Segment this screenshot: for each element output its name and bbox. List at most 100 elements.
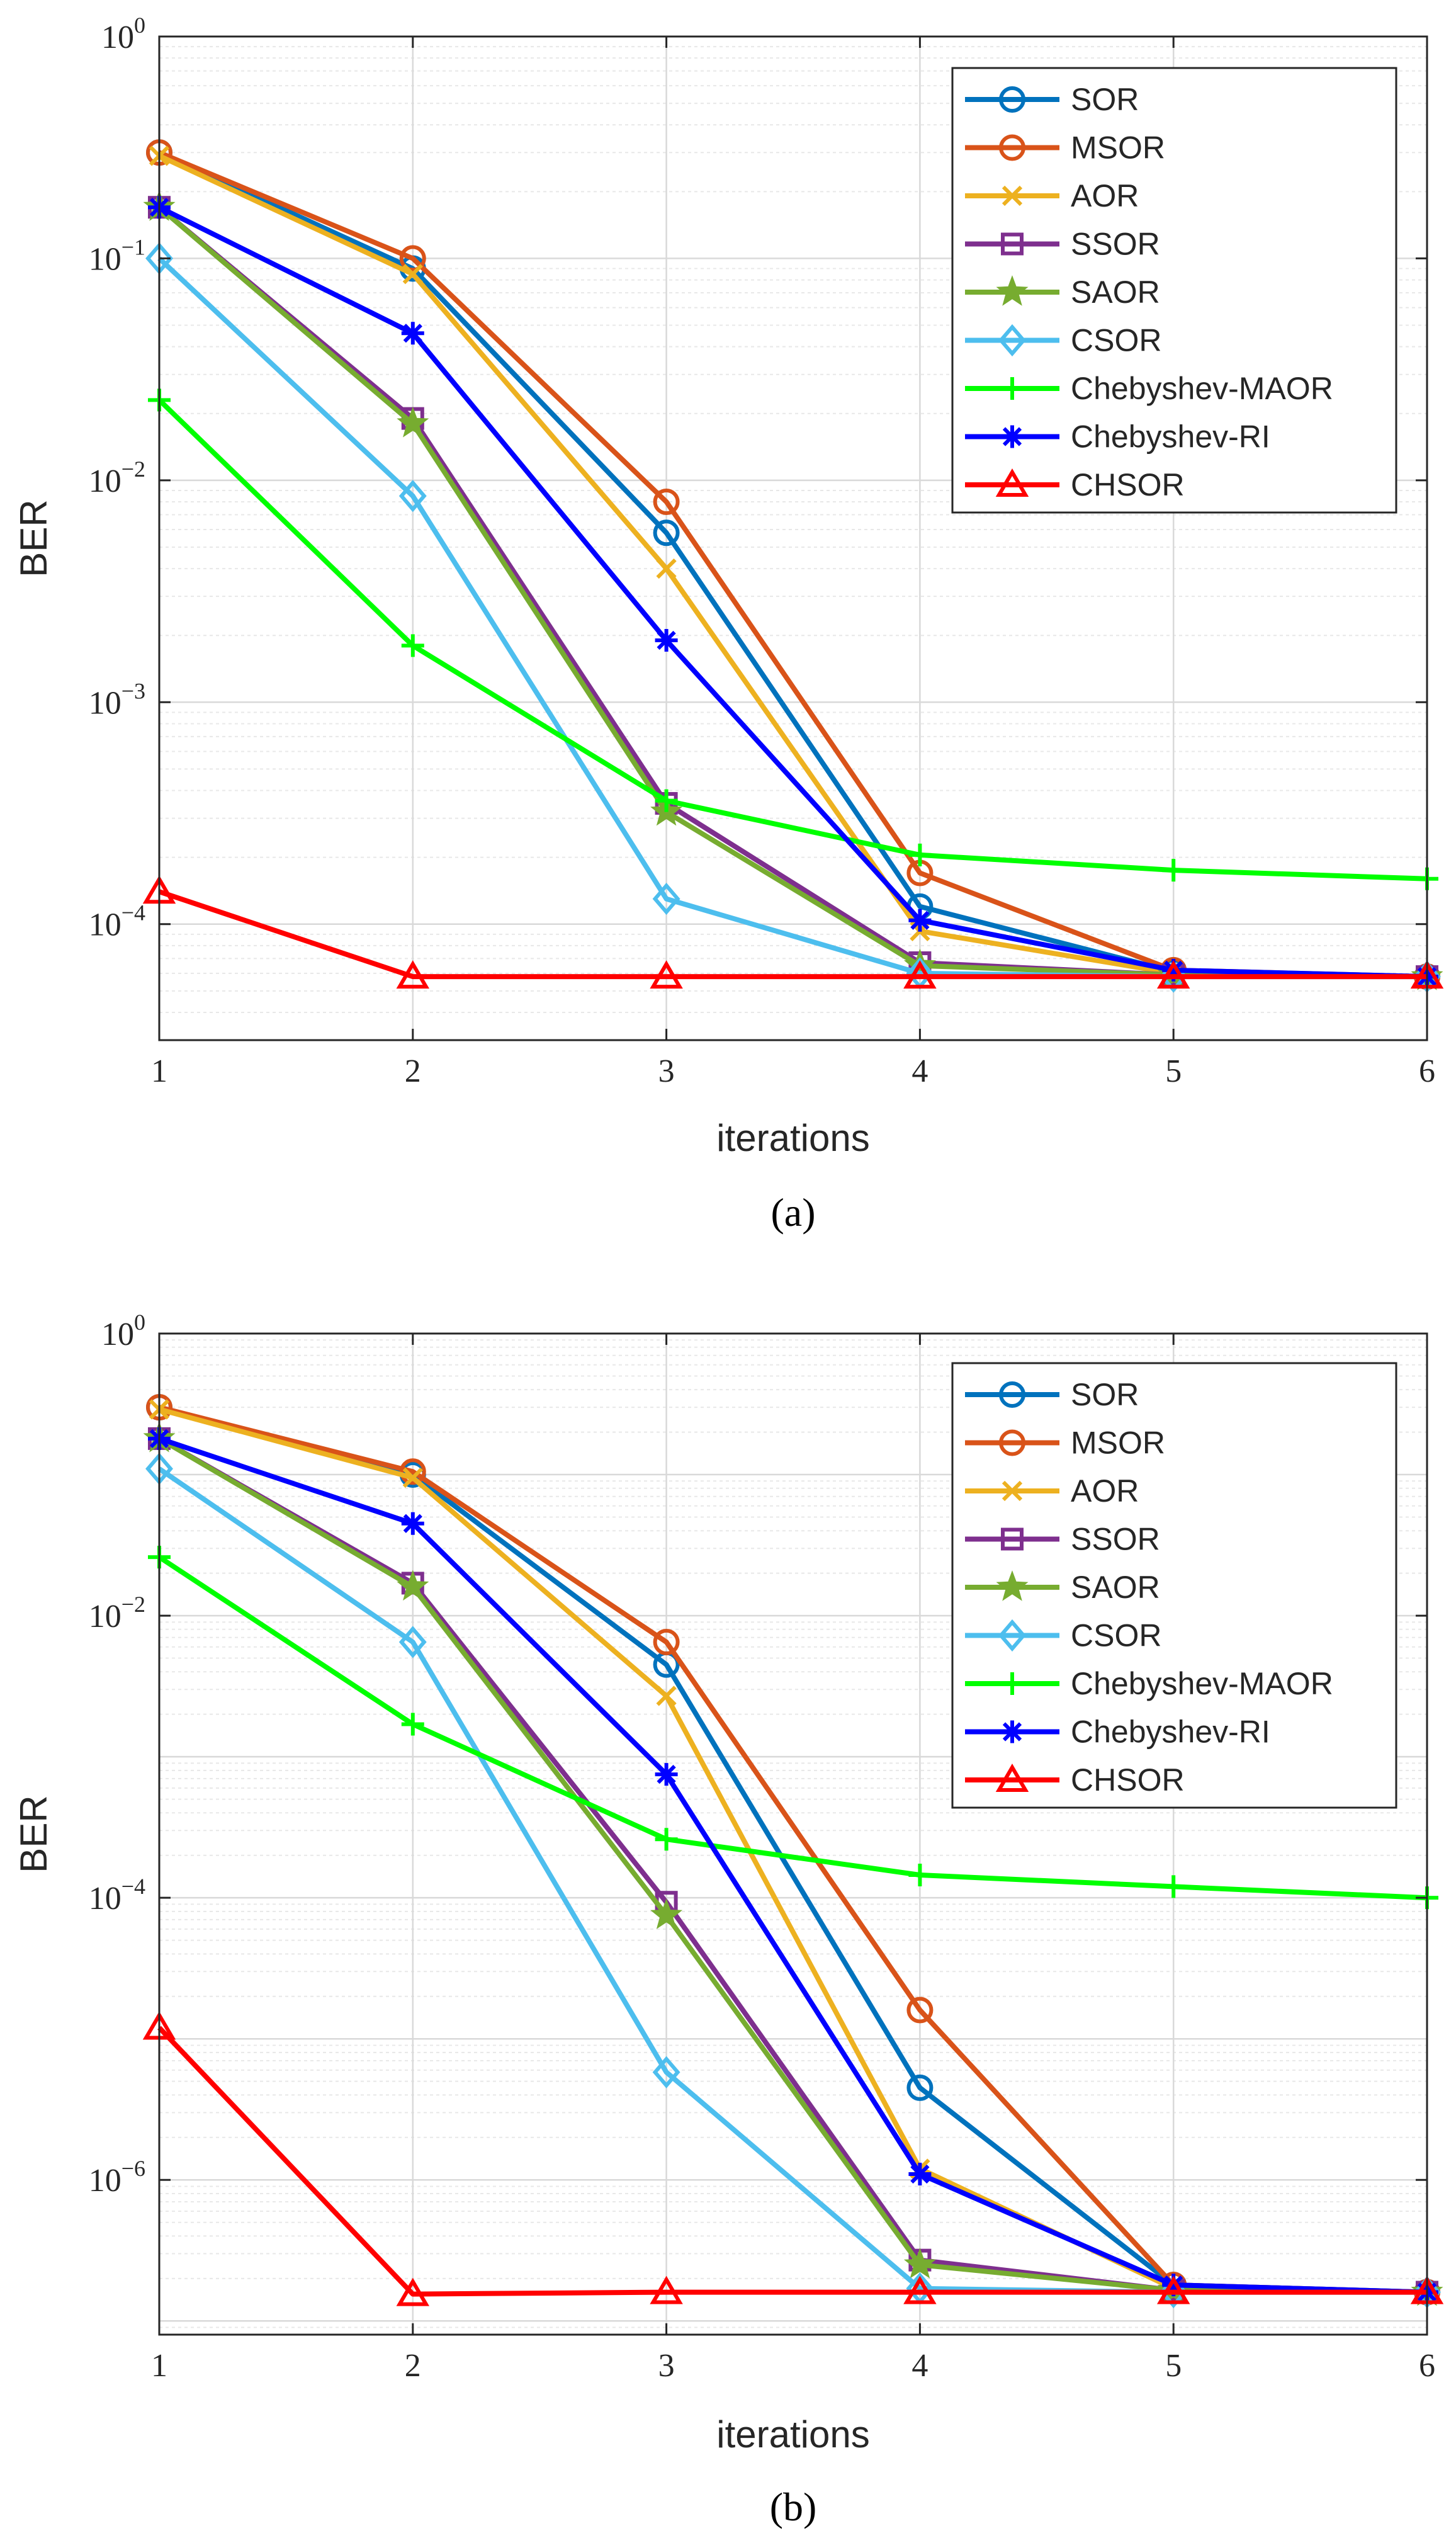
subfigure-label: (a) — [770, 1190, 815, 1235]
marker-asterisk — [1162, 2274, 1185, 2297]
marker-plus — [401, 634, 424, 657]
marker-diamond — [398, 480, 427, 513]
marker-triangle — [1156, 960, 1190, 989]
marker-x — [1002, 185, 1023, 207]
series-line — [157, 1555, 1428, 1901]
marker-triangle — [903, 2275, 937, 2304]
x-tick-label: 6 — [1419, 2348, 1435, 2384]
series-line — [157, 2025, 1427, 2297]
series-line — [158, 205, 1428, 980]
y-tick-label: 10−2 — [89, 1592, 145, 1634]
axes-box — [158, 35, 1428, 1041]
legend-label: CSOR — [1071, 323, 1161, 358]
x-axis-label: iterations — [716, 2413, 869, 2456]
legend-entry: SOR — [965, 1377, 1139, 1412]
marker-plus — [1162, 1875, 1185, 1898]
legend-entry: SAOR — [965, 275, 1160, 310]
marker-asterisk — [655, 629, 678, 652]
legend-entry: CSOR — [965, 1618, 1161, 1653]
marker-triangle — [396, 2277, 430, 2306]
marker-diamond — [652, 2056, 680, 2088]
legend-entry: CSOR — [965, 323, 1161, 358]
marker-triangle — [650, 2275, 683, 2304]
marker-x — [402, 264, 423, 285]
legend-entry: SOR — [965, 82, 1139, 117]
legend-entry: SSOR — [965, 227, 1160, 262]
marker-diamond — [998, 1619, 1026, 1652]
marker-triangle — [903, 960, 937, 989]
marker-plus — [1001, 1672, 1024, 1695]
marker-diamond — [652, 882, 680, 915]
legend-label: SOR — [1071, 1377, 1139, 1412]
legend-label: Chebyshev-MAOR — [1071, 371, 1333, 406]
marker-asterisk — [1001, 425, 1024, 448]
marker-triangle — [995, 468, 1029, 497]
axes-box — [158, 1332, 1428, 2336]
marker-asterisk — [401, 322, 424, 345]
y-tick-label: 10−4 — [89, 900, 145, 943]
legend-entry: AOR — [965, 1473, 1139, 1509]
marker-x — [1002, 1480, 1023, 1502]
legend-entry: SSOR — [965, 1522, 1160, 1557]
marker-circle — [653, 489, 680, 516]
legend: SOR MSOR AOR SSOR SAOR CSOR Chebyshev-MAOR Cheb… — [951, 1362, 1397, 1809]
x-tick-label: 3 — [658, 1053, 675, 1089]
marker-circle — [999, 134, 1025, 161]
marker-circle — [653, 1628, 680, 1655]
x-tick-label: 1 — [151, 2348, 167, 2384]
legend-entry: Chebyshev-RI — [965, 1714, 1270, 1750]
legend-label: AOR — [1071, 1473, 1139, 1509]
marker-triangle — [396, 960, 430, 989]
legend-label: Chebyshev-MAOR — [1071, 1666, 1333, 1701]
marker-circle — [906, 2074, 934, 2101]
x-tick-label: 6 — [1419, 1053, 1435, 1089]
marker-plus — [401, 1713, 424, 1736]
legend-label: CHSOR — [1071, 467, 1185, 502]
x-tick-label: 5 — [1165, 1053, 1182, 1089]
marker-x — [402, 1467, 423, 1488]
legend-label: MSOR — [1071, 1425, 1165, 1461]
series-line — [157, 398, 1428, 881]
marker-plus — [1162, 859, 1185, 882]
x-axis-label: iterations — [716, 1117, 869, 1159]
marker-diamond — [1160, 2275, 1188, 2309]
marker-diamond — [398, 1626, 427, 1658]
marker-x — [656, 1685, 677, 1706]
marker-plus — [1001, 377, 1024, 400]
x-tick-label: 3 — [658, 2348, 675, 2384]
legend-label: MSOR — [1071, 130, 1165, 166]
legend-label: SOR — [1071, 82, 1139, 117]
y-tick-label: 100 — [101, 1310, 145, 1352]
y-tick-label: 10−2 — [89, 456, 145, 499]
series-line — [158, 889, 1427, 980]
legend-entry: CHSOR — [965, 467, 1185, 502]
y-tick-label: 10−4 — [89, 1874, 145, 1917]
marker-circle — [399, 1458, 426, 1485]
marker-star — [397, 407, 429, 438]
legend-entry: Chebyshev-RI — [965, 419, 1270, 455]
legend-label: SAOR — [1071, 1570, 1160, 1605]
legend-label: Chebyshev-RI — [1071, 1714, 1270, 1750]
marker-asterisk — [908, 909, 932, 932]
y-tick-label: 10−1 — [89, 234, 145, 277]
y-axis-label: BER — [13, 1795, 55, 1872]
legend: SOR MSOR AOR SSOR SAOR CSOR Chebyshev-MAOR Cheb… — [951, 67, 1397, 514]
marker-triangle — [650, 960, 683, 989]
y-tick-label: 10−6 — [89, 2156, 145, 2199]
x-tick-label: 2 — [405, 1053, 421, 1089]
marker-star — [996, 275, 1029, 306]
legend-entry: MSOR — [965, 1425, 1165, 1461]
marker-asterisk — [655, 1763, 678, 1786]
marker-asterisk — [1001, 1720, 1024, 1743]
legend-label: CSOR — [1071, 1618, 1161, 1653]
marker-circle — [906, 1997, 934, 2024]
legend-label: SSOR — [1071, 1522, 1160, 1557]
marker-asterisk — [908, 2162, 932, 2185]
legend-entry: AOR — [965, 178, 1139, 213]
y-tick-label: 100 — [101, 13, 145, 55]
x-tick-label: 5 — [1165, 2348, 1182, 2384]
legend-label: CHSOR — [1071, 1762, 1185, 1798]
chart-panel-2: 1 2 3 4 5 6 100 10−2 10−4 10−6 iterations BER (b) SOR… — [13, 1310, 1444, 2529]
marker-circle — [999, 1429, 1025, 1456]
